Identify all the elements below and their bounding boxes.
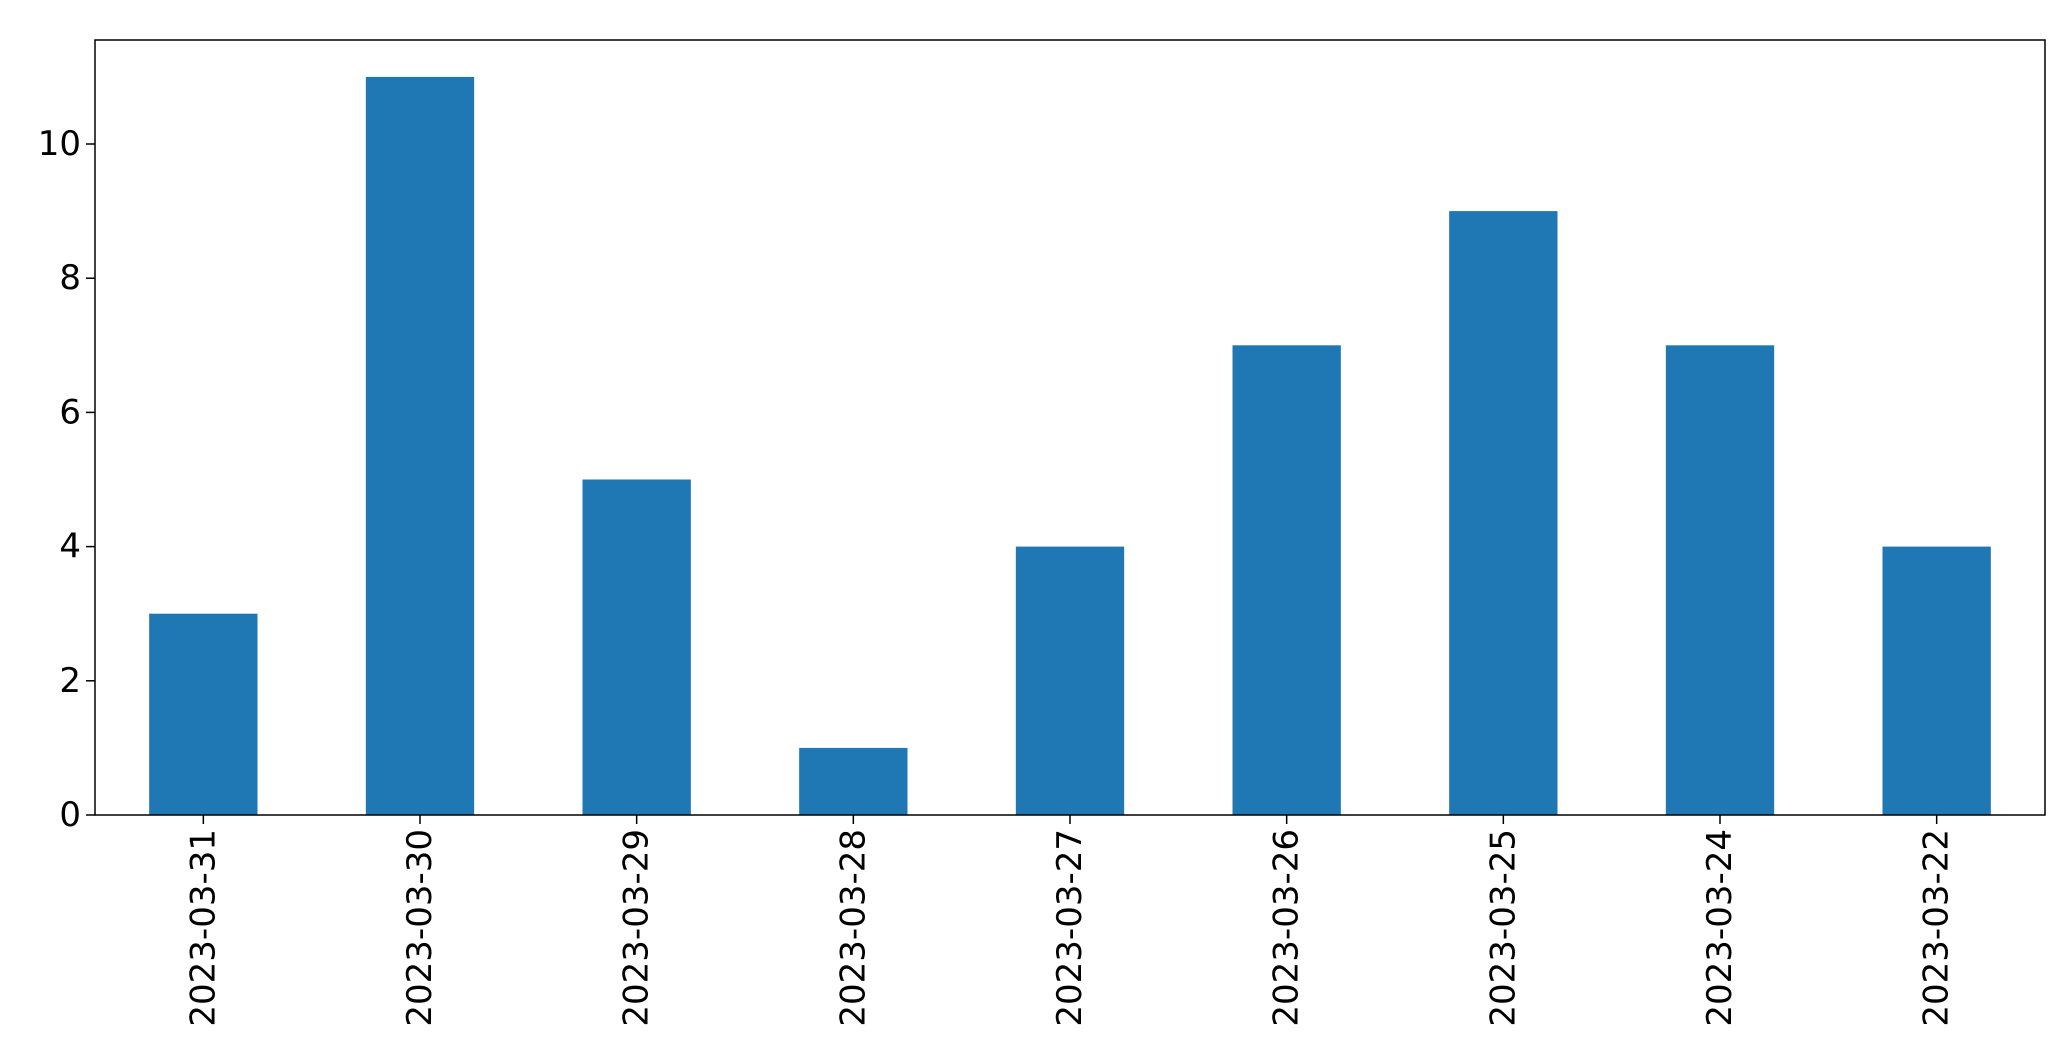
y-tick-label: 0 xyxy=(59,795,81,835)
bar-2023-03-25 xyxy=(1449,211,1558,816)
y-axis: 0 2 4 6 8 10 xyxy=(38,124,95,835)
y-tick-label: 8 xyxy=(59,258,81,298)
y-tick-label: 4 xyxy=(59,527,81,567)
y-tick-label: 2 xyxy=(59,661,81,701)
y-tick-label: 6 xyxy=(59,392,81,432)
bar-2023-03-22 xyxy=(1882,546,1991,815)
bar-2023-03-28 xyxy=(799,747,908,815)
x-tick-label: 2023-03-31 xyxy=(183,829,223,1027)
bar-2023-03-30 xyxy=(365,76,475,815)
bar-2023-03-27 xyxy=(1015,546,1125,815)
x-tick-label: 2023-03-30 xyxy=(400,829,440,1027)
x-tick-label: 2023-03-29 xyxy=(617,829,657,1027)
bar-2023-03-31 xyxy=(149,613,258,815)
bar-2023-03-29 xyxy=(582,479,691,815)
x-tick-label: 2023-03-26 xyxy=(1267,829,1307,1027)
bar-2023-03-24 xyxy=(1665,345,1775,815)
y-tick-label: 10 xyxy=(38,124,81,164)
bar-2023-03-26 xyxy=(1232,345,1341,815)
x-tick-label: 2023-03-27 xyxy=(1050,829,1090,1027)
x-axis: 2023-03-31 2023-03-30 2023-03-29 2023-03-28… xyxy=(183,815,1957,1027)
x-tick-label: 2023-03-25 xyxy=(1483,829,1523,1027)
x-tick-label: 2023-03-28 xyxy=(833,829,873,1027)
bars-group xyxy=(149,76,1991,816)
x-tick-label: 2023-03-22 xyxy=(1917,829,1957,1027)
x-tick-label: 2023-03-24 xyxy=(1700,829,1740,1027)
